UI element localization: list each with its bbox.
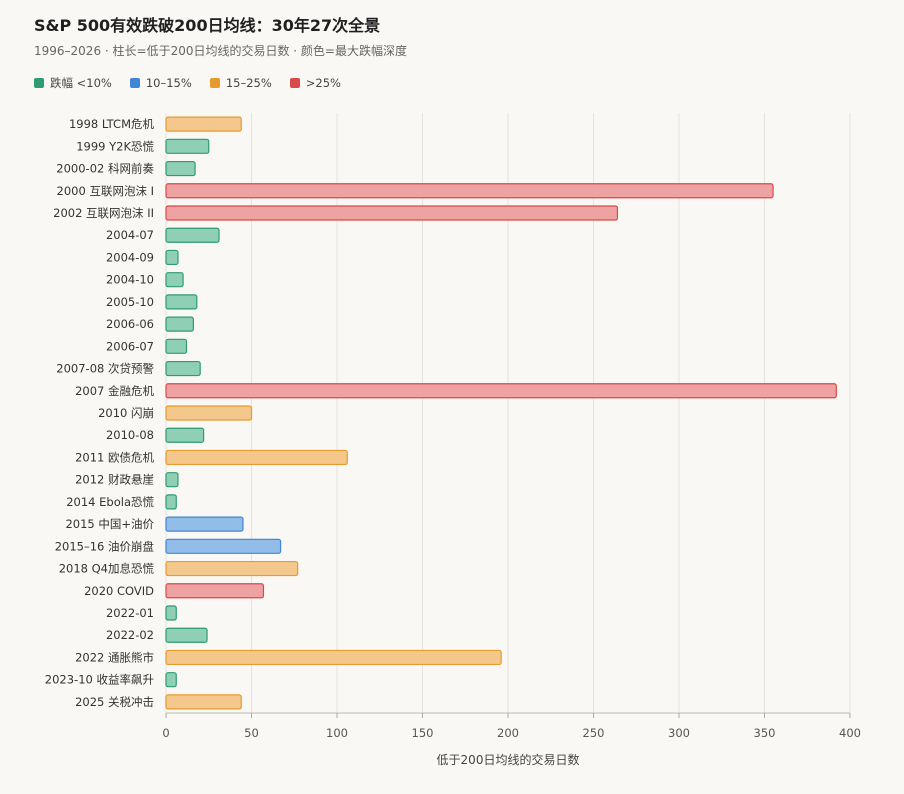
- category-label: 2022-01: [106, 606, 154, 620]
- category-label: 2011 欧债危机: [75, 450, 154, 464]
- chart-legend: 跌幅 <10% 10–15% 15–25% >25%: [34, 75, 341, 91]
- chart-title: S&P 500有效跌破200日均线：30年27次全景: [34, 16, 381, 35]
- x-tick-label: 300: [668, 726, 690, 740]
- category-label: 2006-07: [106, 339, 154, 353]
- x-axis-ticks: 0 50 100 150 200 250 300 350 400: [162, 713, 861, 740]
- bar[interactable]: [165, 249, 179, 266]
- bar[interactable]: [165, 672, 177, 688]
- category-labels: 1998 LTCM危机 1999 Y2K恐慌 2000-02 科网前奏 2000 互联…: [45, 117, 155, 709]
- bar[interactable]: [165, 627, 208, 643]
- category-label: 2015 中国+油价: [65, 517, 154, 531]
- bar[interactable]: [165, 205, 619, 221]
- category-label: 1998 LTCM危机: [69, 117, 155, 131]
- bar[interactable]: [165, 472, 179, 488]
- x-tick-label: 250: [583, 726, 605, 740]
- legend-swatch-gt25: [289, 78, 300, 88]
- category-label: 2012 财政悬崖: [75, 473, 154, 487]
- bar[interactable]: [165, 338, 188, 354]
- category-label: 2018 Q4加息恐慌: [59, 562, 155, 576]
- bar[interactable]: [165, 316, 194, 332]
- bar[interactable]: [165, 360, 201, 377]
- x-tick-label: 100: [326, 726, 348, 740]
- bar[interactable]: [165, 383, 837, 399]
- category-label: 2005-10: [106, 295, 154, 309]
- category-label: 2022-02: [106, 628, 154, 642]
- category-label: 1999 Y2K恐慌: [76, 139, 154, 153]
- legend-item-10-15: 10–15%: [129, 75, 192, 91]
- bar[interactable]: [165, 183, 774, 199]
- x-tick-label: 150: [412, 726, 434, 740]
- x-tick-label: 350: [754, 726, 776, 740]
- legend-swatch-lt10: [34, 78, 44, 88]
- bar[interactable]: [165, 649, 502, 666]
- x-axis-title: 低于200日均线的交易日数: [437, 752, 580, 767]
- category-label: 2006-06: [106, 317, 154, 331]
- category-label: 2015–16 油价崩盘: [55, 539, 154, 553]
- category-label: 2004-10: [106, 273, 154, 287]
- bar[interactable]: [165, 494, 177, 510]
- bar[interactable]: [165, 694, 242, 710]
- category-label: 2000 互联网泡沫 I: [57, 184, 154, 198]
- category-label: 2010 闪崩: [98, 406, 154, 420]
- category-label: 2020 COVID: [84, 584, 154, 598]
- category-label: 2022 通胀熊市: [75, 650, 154, 664]
- category-label: 2004-07: [106, 228, 154, 242]
- bar[interactable]: [165, 227, 220, 243]
- bar[interactable]: [165, 605, 177, 621]
- legend-item-lt10: 跌幅 <10%: [34, 75, 112, 91]
- legend-label-15-25: 15–25%: [225, 76, 272, 90]
- bar[interactable]: [165, 138, 210, 154]
- legend-swatch-10-15: [129, 78, 140, 88]
- legend-label-10-15: 10–15%: [145, 76, 192, 90]
- category-label: 2010-08: [106, 428, 154, 442]
- chart-grid: [165, 113, 851, 714]
- chart-subtitle: 1996–2026 · 柱长=低于200日均线的交易日数 · 颜色=最大跌幅深度: [34, 44, 407, 58]
- bar[interactable]: [165, 560, 299, 577]
- bar[interactable]: [165, 294, 198, 310]
- bar[interactable]: [165, 516, 244, 532]
- bar[interactable]: [165, 538, 282, 554]
- legend-label-lt10: 跌幅 <10%: [50, 76, 112, 90]
- chart-bars: [165, 116, 837, 710]
- category-label: 2014 Ebola恐慌: [66, 495, 154, 509]
- legend-swatch-15-25: [209, 78, 220, 88]
- category-label: 2007-08 次贷预警: [56, 362, 154, 376]
- x-tick-label: 200: [497, 726, 519, 740]
- x-tick-label: 400: [839, 726, 861, 740]
- category-label: 2025 关税冲击: [75, 695, 154, 709]
- bar[interactable]: [165, 427, 205, 443]
- legend-label-gt25: >25%: [305, 76, 341, 90]
- category-label: 2023-10 收益率飙升: [45, 673, 154, 687]
- category-label: 2004-09: [106, 250, 154, 264]
- bar[interactable]: [165, 272, 184, 288]
- legend-item-15-25: 15–25%: [209, 75, 272, 91]
- legend-item-gt25: >25%: [289, 75, 341, 91]
- bar[interactable]: [165, 449, 348, 466]
- x-tick-label: 0: [162, 726, 169, 740]
- category-label: 2000-02 科网前奏: [56, 162, 154, 176]
- bar[interactable]: [165, 405, 253, 421]
- bar[interactable]: [165, 583, 265, 599]
- x-tick-label: 50: [244, 726, 259, 740]
- bar[interactable]: [165, 160, 196, 177]
- category-label: 2007 金融危机: [75, 384, 154, 398]
- category-label: 2002 互联网泡沫 II: [53, 206, 154, 220]
- bar[interactable]: [165, 116, 242, 132]
